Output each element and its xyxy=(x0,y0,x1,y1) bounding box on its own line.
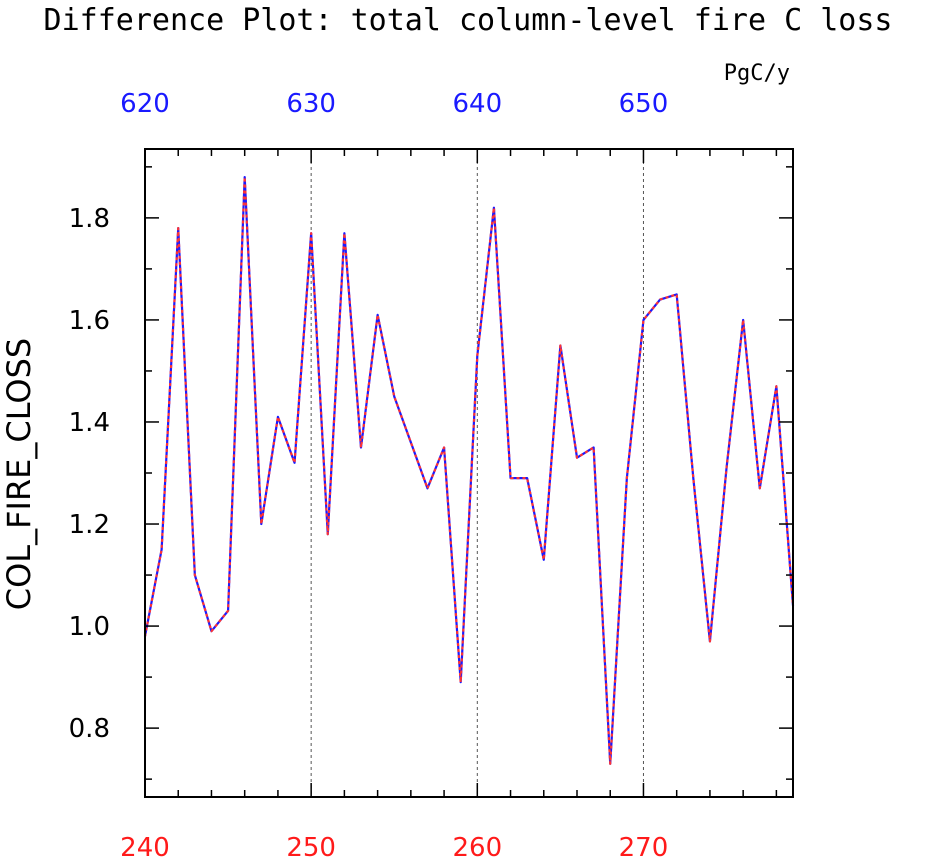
top-tick-label: 650 xyxy=(619,89,669,119)
gridlines xyxy=(310,149,644,797)
y-tick-label: 1.0 xyxy=(69,612,110,642)
x-tick-label: 260 xyxy=(452,833,502,858)
y-tick-label: 0.8 xyxy=(69,714,110,744)
plot-series xyxy=(143,175,795,765)
y-tick-label: 1.6 xyxy=(69,306,110,336)
x-tick-label: 250 xyxy=(286,833,336,858)
axes: 240 250 260 270 620 630 640 650 0.8 1.0 1.2 1.4 1.6 1… xyxy=(69,89,794,858)
series-line-b xyxy=(143,175,795,765)
y-tick-label: 1.4 xyxy=(69,408,110,438)
x-tick-label: 270 xyxy=(619,833,669,858)
y-axis-label: COL_FIRE_CLOSS xyxy=(0,338,38,611)
y-tick-label: 1.8 xyxy=(69,204,110,234)
y-tick-label: 1.2 xyxy=(69,510,110,540)
units-label: PgC/y xyxy=(724,61,790,86)
chart-title: Difference Plot: total column-level fire… xyxy=(44,3,893,38)
top-tick-label: 630 xyxy=(286,89,336,119)
x-tick-label: 240 xyxy=(120,833,170,858)
top-tick-label: 620 xyxy=(120,89,170,119)
top-tick-label: 640 xyxy=(452,89,502,119)
